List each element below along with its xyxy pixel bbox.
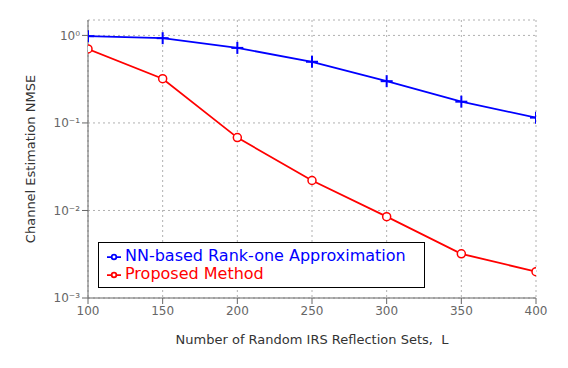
svg-text:10⁰: 10⁰ (60, 29, 80, 43)
svg-text:300: 300 (375, 304, 398, 318)
svg-text:250: 250 (301, 304, 324, 318)
svg-text:10⁻³: 10⁻³ (54, 291, 81, 305)
svg-text:350: 350 (450, 304, 473, 318)
svg-text:400: 400 (525, 304, 548, 318)
svg-text:100: 100 (77, 304, 100, 318)
html-text:Proposed Method: Proposed Method (125, 264, 264, 283)
svg-text:10⁻²: 10⁻² (54, 204, 81, 218)
html-text:NN-based Rank-one Approximatio: NN-based Rank-one Approximation (125, 246, 406, 265)
svg-text:150: 150 (151, 304, 174, 318)
svg-text:Channel Estimation NMSE: Channel Estimation NMSE (23, 75, 38, 243)
svg-text:Number of Random IRS Reflectio: Number of Random IRS Reflection Sets, L (176, 332, 450, 347)
svg-text:200: 200 (226, 304, 249, 318)
svg-text:10⁻¹: 10⁻¹ (54, 116, 81, 130)
